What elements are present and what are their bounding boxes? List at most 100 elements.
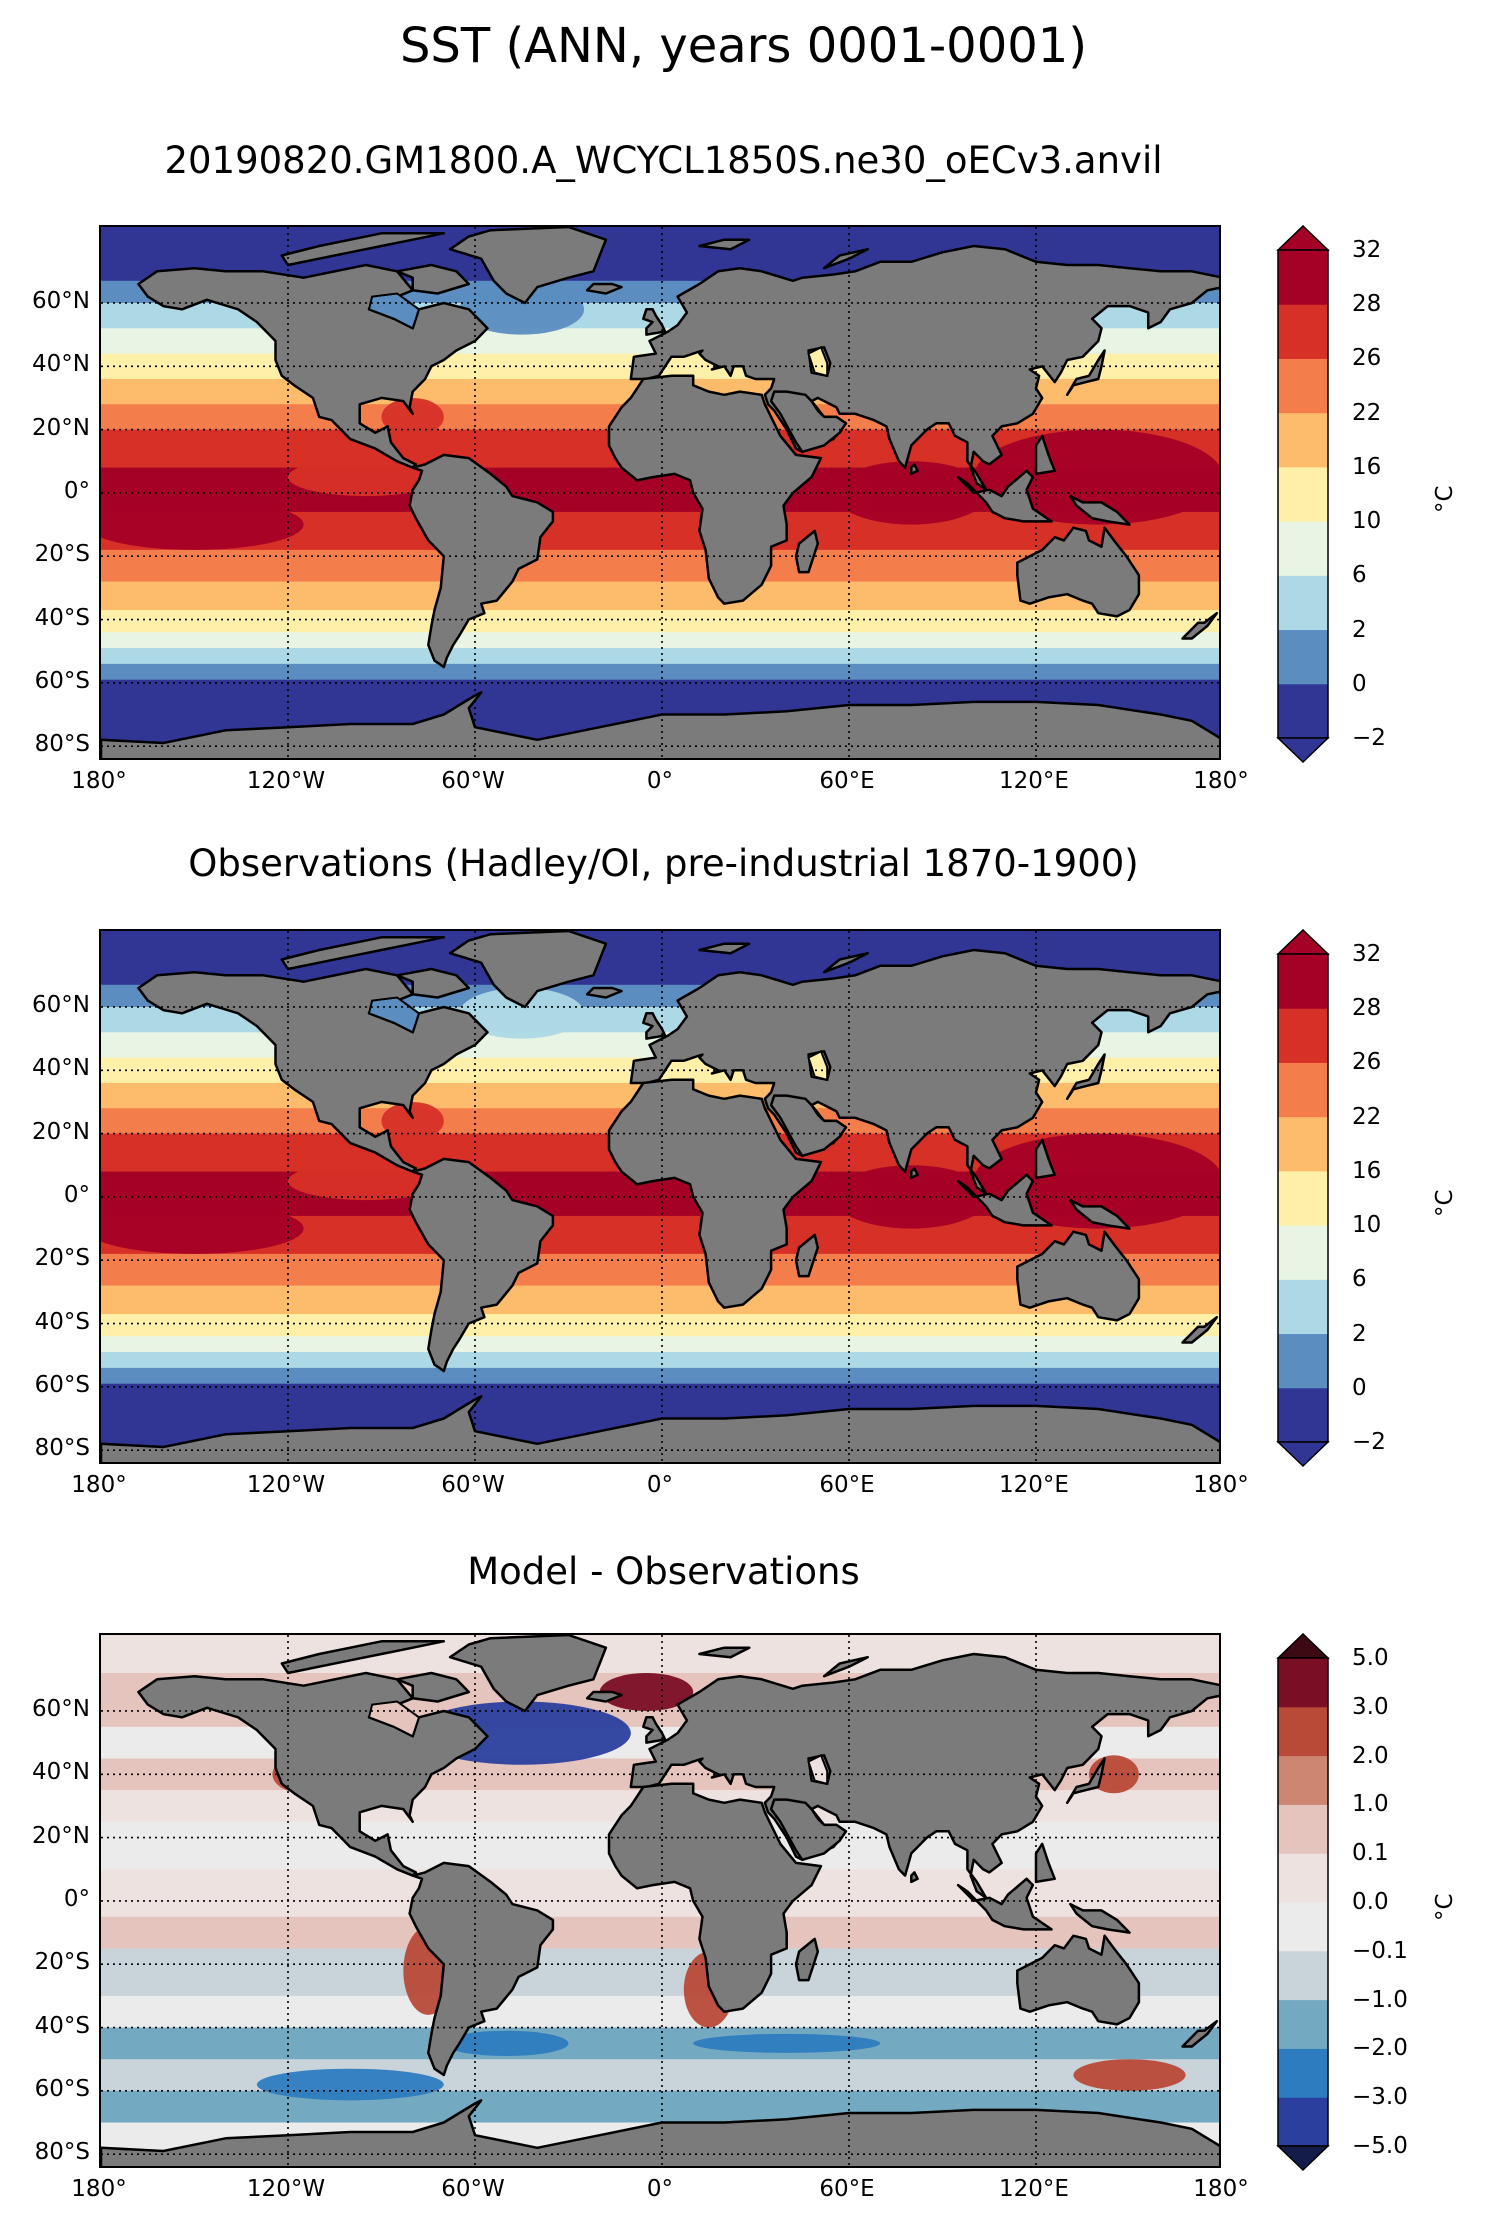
- lat-tick-label: 60°N: [32, 1695, 90, 1722]
- water-caspian: [807, 1753, 829, 1786]
- landmass-novaya-zemlya: [822, 247, 869, 270]
- landmass-eurasia: [629, 244, 1219, 492]
- landmass-canadian-arctic: [280, 1640, 446, 1675]
- colorbar-swatch: [1278, 1116, 1328, 1172]
- lon-tick-label: 120°W: [246, 768, 326, 794]
- lat-tick-label: 40°N: [32, 351, 90, 378]
- colorbar-tick-label: 6: [1352, 562, 1367, 589]
- lat-tick-label: 80°S: [34, 731, 90, 758]
- sst-band: [101, 1916, 1219, 1950]
- anomaly-patch: [101, 499, 304, 550]
- landmass-svalbard: [698, 1646, 751, 1659]
- lon-tick-label: 120°W: [246, 2176, 326, 2202]
- landmass-baffin: [395, 1671, 471, 1703]
- landmass-new-guinea: [1069, 1902, 1131, 1934]
- landmass-new-zealand: [1181, 611, 1219, 640]
- landmass-uk: [642, 1012, 667, 1040]
- anomaly-patch: [599, 1672, 694, 1711]
- lat-tick-label: 20°S: [34, 541, 90, 568]
- lon-tick-label: 180°: [1193, 1472, 1249, 1498]
- lon-tick-label: 180°: [71, 2176, 127, 2202]
- landmass-indonesia: [956, 1173, 1053, 1227]
- landmass-sri-lanka: [910, 463, 919, 476]
- lat-tick-label: 40°N: [32, 1759, 90, 1786]
- lat-tick-label: 0°: [63, 1885, 90, 1912]
- landmass-indonesia: [956, 1877, 1053, 1931]
- landmass-japan: [1065, 349, 1106, 397]
- gridlines: [101, 1635, 1219, 2166]
- landmass-madagascar: [794, 1233, 820, 1278]
- colorbar-swatch: [1278, 2097, 1328, 2147]
- landmass-new-zealand: [1181, 2019, 1219, 2048]
- lon-tick-label: 60°E: [819, 1472, 875, 1498]
- colorbar-tick-label: 10: [1352, 508, 1382, 535]
- lat-tick-label: 20°N: [32, 1118, 90, 1145]
- lat-tick-label: 80°S: [34, 2139, 90, 2166]
- gridlines: [101, 227, 1219, 758]
- sst-band: [101, 1352, 1219, 1369]
- lat-tick-label: 0°: [63, 1181, 90, 1208]
- landmass-baffin: [395, 263, 471, 295]
- landmass-sri-lanka: [910, 1871, 919, 1884]
- colorbar-swatch: [1278, 358, 1328, 414]
- lat-tick-label: 60°S: [34, 1371, 90, 1398]
- colorbar-tick-label: 0: [1352, 1374, 1367, 1401]
- colorbar-tick-label: 22: [1352, 1103, 1382, 1130]
- colorbar-tick-label: −5.0: [1352, 2133, 1408, 2159]
- landmass-indonesia: [956, 469, 1053, 523]
- colorbar-tick-label: 32: [1352, 941, 1382, 967]
- colorbar-tick-label: 16: [1352, 453, 1382, 480]
- colorbar-extend-max: [1276, 225, 1330, 251]
- colorbar-tick-label: 26: [1352, 1049, 1382, 1076]
- landmass-iceland: [585, 1690, 623, 1703]
- colorbar-tick-label: 0.1: [1352, 1840, 1389, 1867]
- landmass-eurasia: [629, 948, 1219, 1196]
- colorbar-swatch: [1278, 304, 1328, 359]
- sst-band: [101, 2027, 1219, 2061]
- lon-tick-label: 60°W: [441, 2176, 505, 2202]
- landmass-australia: [1016, 1934, 1141, 2026]
- landmass-new-guinea: [1069, 494, 1131, 526]
- anomaly-patch: [459, 987, 585, 1039]
- colorbar-extend-max: [1276, 929, 1330, 955]
- anomaly-patch: [381, 397, 444, 436]
- landmass-madagascar: [794, 529, 820, 574]
- landmass-canadian-arctic: [280, 936, 446, 971]
- landmass-australia: [1016, 1230, 1141, 1322]
- colorbar-extend-min: [1276, 1441, 1330, 1468]
- anomaly-patch: [693, 2033, 881, 2053]
- colorbar-graphic: [1276, 1633, 1330, 2172]
- colorbar-tick-label: 16: [1352, 1157, 1382, 1184]
- map-obs: [99, 929, 1221, 1464]
- colorbar-graphic: [1276, 929, 1330, 1468]
- lat-tick-label: 20°S: [34, 1245, 90, 1272]
- lat-tick-label: 60°N: [32, 287, 90, 314]
- colorbar-tick-label: 26: [1352, 345, 1382, 372]
- sst-band: [101, 1367, 1219, 1385]
- landmass-greenland: [448, 931, 608, 1009]
- colorbar-tick-label: 0: [1352, 670, 1367, 697]
- colorbar-swatch: [1278, 1333, 1328, 1389]
- landmass-svalbard: [698, 942, 751, 955]
- sst-band: [101, 1314, 1219, 1338]
- landmass-arabia: [769, 1094, 848, 1158]
- colorbar-swatch: [1278, 1902, 1328, 1952]
- lon-tick-label: 120°E: [999, 1472, 1069, 1498]
- colorbar-unit-label: °C: [1432, 1189, 1458, 1217]
- lat-tick-label: 20°S: [34, 1949, 90, 1976]
- water-hudson: [367, 996, 421, 1034]
- lat-tick-label: 60°S: [34, 667, 90, 694]
- lon-tick-label: 60°W: [441, 1472, 505, 1498]
- landmass-sri-lanka: [910, 1167, 919, 1180]
- colorbar-tick-label: −2.0: [1352, 2035, 1408, 2062]
- colorbar-swatch: [1278, 1950, 1328, 2001]
- lat-tick-label: 40°S: [34, 1308, 90, 1335]
- colorbar-swatch: [1278, 466, 1328, 522]
- lon-tick-label: 180°: [71, 1472, 127, 1498]
- lon-tick-label: 0°: [646, 768, 674, 794]
- water-hudson: [367, 1700, 421, 1738]
- lat-tick-label: 20°N: [32, 414, 90, 441]
- lat-tick-label: 40°S: [34, 2012, 90, 2039]
- colorbar-extend-min: [1276, 737, 1330, 764]
- colorbar-graphic: [1276, 225, 1330, 764]
